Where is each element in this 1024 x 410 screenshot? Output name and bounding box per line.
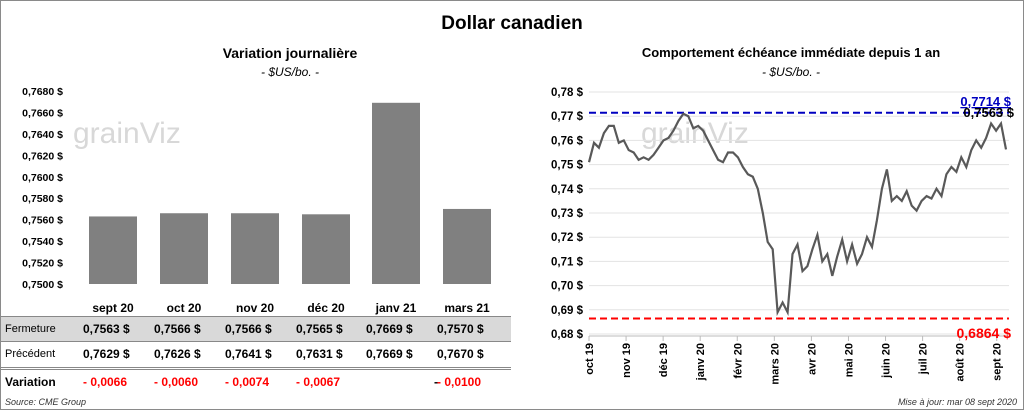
left-chart-title: Variation journalière bbox=[222, 45, 358, 61]
y-tick-label: 0,70 $ bbox=[551, 281, 584, 293]
x-tick-label: juin 20 bbox=[881, 343, 893, 379]
y-tick-label: 0,69 $ bbox=[551, 305, 584, 317]
x-tick-label: déc 20 bbox=[307, 301, 345, 315]
table-cell: 0,7563 $ bbox=[83, 322, 130, 336]
y-tick-label: 0,73 $ bbox=[551, 208, 584, 220]
page-title: Dollar canadien bbox=[441, 13, 583, 34]
table-cell: 0,7641 $ bbox=[225, 347, 272, 361]
grainviz-watermark-logo: grainViz bbox=[641, 117, 749, 150]
y-tick-label: 0,68 $ bbox=[551, 329, 584, 341]
bar-nov-20 bbox=[231, 213, 279, 284]
y-tick-label: 0,74 $ bbox=[551, 184, 584, 196]
x-tick-label: nov 20 bbox=[236, 301, 274, 315]
table-cell: 0,7631 $ bbox=[296, 347, 343, 361]
x-tick-label: sept 20 bbox=[992, 343, 1004, 381]
row-label: Fermeture bbox=[5, 323, 56, 335]
y-tick-label: 0,7620 $ bbox=[22, 150, 63, 162]
bar-mars-21 bbox=[443, 208, 491, 284]
grainviz-watermark-logo: grainViz bbox=[73, 117, 181, 150]
table-cell: 0,7670 $ bbox=[437, 347, 484, 361]
x-tick-label: avr 20 bbox=[806, 343, 818, 375]
y-tick-label: 0,7540 $ bbox=[22, 236, 63, 248]
bar-sept-20 bbox=[89, 216, 137, 284]
y-tick-label: 0,7640 $ bbox=[22, 129, 63, 141]
y-tick-label: 0,7680 $ bbox=[22, 86, 63, 98]
row-label: Précédent bbox=[5, 348, 56, 360]
min-value-label: 0,6864 $ bbox=[957, 325, 1012, 341]
y-tick-label: 0,71 $ bbox=[551, 256, 584, 268]
x-tick-label: mai 20 bbox=[843, 343, 855, 377]
series-line-cad bbox=[587, 112, 1008, 317]
x-tick-label: mars 20 bbox=[769, 343, 781, 385]
table-cell: 0,7626 $ bbox=[154, 347, 201, 361]
x-tick-label: août 20 bbox=[955, 343, 967, 382]
table-cell: - 0,0074 bbox=[225, 375, 270, 389]
table-cell: - 0,0100 bbox=[437, 375, 482, 389]
table-row-précédent: Précédent 0,7629 $ 0,7626 $ 0,7641 $ 0,7631 … bbox=[1, 342, 511, 366]
table-cell: 0,7629 $ bbox=[83, 347, 130, 361]
x-tick-label: janv 20 bbox=[695, 343, 707, 381]
y-tick-label: 0,76 $ bbox=[551, 135, 584, 147]
y-tick-label: 0,78 $ bbox=[551, 87, 584, 99]
x-tick-label: mars 21 bbox=[444, 301, 490, 315]
x-tick-label: sept 20 bbox=[92, 301, 134, 315]
y-tick-label: 0,77 $ bbox=[551, 111, 584, 123]
table-cell: - 0,0067 bbox=[296, 375, 341, 389]
y-tick-label: 0,75 $ bbox=[551, 160, 584, 172]
table-cell: 0,7570 $ bbox=[437, 322, 484, 336]
x-tick-label: oct 20 bbox=[167, 301, 202, 315]
x-tick-label: févr 20 bbox=[732, 343, 744, 378]
update-note: Mise à jour: mar 08 sept 2020 bbox=[897, 397, 1017, 407]
bar-janv-21 bbox=[372, 102, 420, 285]
table-cell: 0,7669 $ bbox=[366, 322, 413, 336]
table-cell: 0,7669 $ bbox=[366, 347, 413, 361]
row-label: Variation bbox=[5, 375, 56, 389]
source-note: Source: CME Group bbox=[5, 397, 87, 407]
y-tick-label: 0,7600 $ bbox=[22, 172, 63, 184]
table-cell: 0,7566 $ bbox=[154, 322, 201, 336]
table-cell: 0,7565 $ bbox=[296, 322, 343, 336]
y-tick-label: 0,7660 $ bbox=[22, 107, 63, 119]
table-cell: - 0,0060 bbox=[154, 375, 199, 389]
y-tick-label: 0,7560 $ bbox=[22, 215, 63, 227]
table-cell: - bbox=[434, 375, 438, 389]
table-row-fermeture: Fermeture 0,7563 $ 0,7566 $ 0,7566 $ 0,7565 … bbox=[1, 316, 511, 342]
right-chart-unit: - $US/bo. - bbox=[761, 65, 821, 79]
last-value-label: 0,7563 $ bbox=[963, 105, 1014, 120]
y-tick-label: 0,7500 $ bbox=[22, 279, 63, 291]
right-chart-title: Comportement échéance immédiate depuis 1… bbox=[641, 45, 941, 60]
y-tick-label: 0,7520 $ bbox=[22, 258, 63, 270]
max-value-label: 0,7714 $ bbox=[960, 94, 1011, 109]
x-tick-label: déc 19 bbox=[658, 343, 670, 377]
x-tick-label: nov 19 bbox=[621, 343, 633, 378]
bar-déc-20 bbox=[302, 214, 350, 284]
x-tick-label: janv 21 bbox=[375, 301, 417, 315]
table-cell: - 0,0066 bbox=[83, 375, 128, 389]
y-tick-label: 0,7580 $ bbox=[22, 193, 63, 205]
x-tick-label: oct 19 bbox=[584, 343, 596, 375]
left-chart-unit: - $US/bo. - bbox=[260, 65, 320, 79]
table-cell: 0,7566 $ bbox=[225, 322, 272, 336]
y-tick-label: 0,72 $ bbox=[551, 232, 584, 244]
x-tick-label: juil 20 bbox=[918, 343, 930, 375]
table-row-variation: Variation - 0,0066 - 0,0060 - 0,0074 - 0,006… bbox=[1, 367, 511, 394]
bar-oct-20 bbox=[160, 213, 208, 284]
